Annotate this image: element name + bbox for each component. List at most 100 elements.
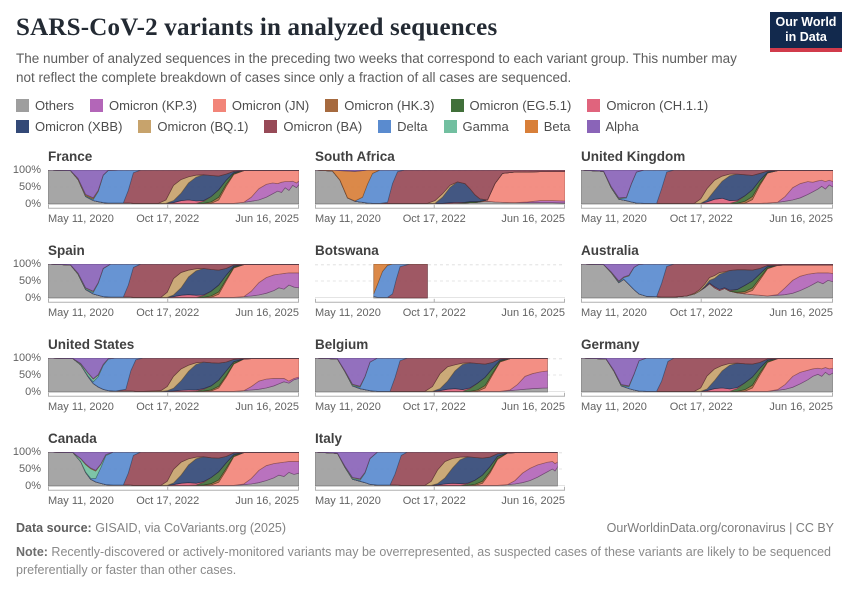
chart-country-title: Botswana <box>315 243 379 259</box>
area-delta <box>581 358 833 392</box>
area-alpha <box>48 358 299 380</box>
area-delta <box>48 452 299 486</box>
plot-area: May 11, 2020 Oct 17, 2022 Jun 16, 2025 <box>48 170 299 226</box>
area-ba <box>581 358 833 392</box>
chart-cell-spain: Spain 100% 50% 0% May 11, 2020 Oct 17, 2022… <box>13 243 299 320</box>
legend-item-ch11: Omicron (CH.1.1) <box>587 98 708 113</box>
chart-canvas-france <box>48 170 299 210</box>
legend-swatch-kp3 <box>90 99 104 113</box>
data-source: Data source: GISAID, via CoVariants.org … <box>16 521 286 535</box>
x-tick-label: Oct 17, 2022 <box>402 213 466 226</box>
x-tick-label: Jun 16, 2025 <box>235 495 299 508</box>
legend-swatch-alpha <box>586 120 600 134</box>
x-tick-label: Oct 17, 2022 <box>669 213 733 226</box>
area-ba <box>581 264 833 298</box>
plot-area: May 11, 2020 Oct 17, 2022 Jun 16, 2025 <box>581 264 833 320</box>
x-axis-labels: May 11, 2020 Oct 17, 2022 Jun 16, 2025 <box>48 213 299 226</box>
area-alpha <box>581 264 833 282</box>
x-axis-labels: May 11, 2020 Oct 17, 2022 Jun 16, 2025 <box>48 307 299 320</box>
area-alpha <box>581 170 833 199</box>
plot-area: May 11, 2020 Oct 17, 2022 Jun 16, 2025 <box>315 358 565 414</box>
x-tick-label: Oct 17, 2022 <box>669 401 733 414</box>
area-alpha <box>581 358 833 387</box>
chart-cell-botswana: Botswana May 11, 2020 Oct 17, 2022 Jun 16,… <box>315 243 565 320</box>
x-tick-label: Oct 17, 2022 <box>669 307 733 320</box>
x-tick-label: Jun 16, 2025 <box>501 213 565 226</box>
chart-country-title: Australia <box>581 243 639 259</box>
area-beta <box>315 170 565 202</box>
x-tick-label: May 11, 2020 <box>315 213 381 226</box>
owid-link[interactable]: OurWorldinData.org/coronavirus | CC BY <box>606 521 834 536</box>
legend-swatch-ch11 <box>587 99 601 113</box>
plot-area: May 11, 2020 Oct 17, 2022 Jun 16, 2025 <box>581 170 833 226</box>
x-tick-label: May 11, 2020 <box>315 495 381 508</box>
x-tick-label: May 11, 2020 <box>581 307 647 320</box>
legend-label: Gamma <box>462 119 509 135</box>
area-delta <box>581 264 833 298</box>
plot-area: May 11, 2020 Oct 17, 2022 Jun 16, 2025 <box>581 358 833 414</box>
legend-swatch-gamma <box>443 120 457 134</box>
x-tick-label: May 11, 2020 <box>48 213 114 226</box>
plot-area: May 11, 2020 Oct 17, 2022 Jun 16, 2025 <box>48 452 299 508</box>
legend-label: Omicron (XBB) <box>35 119 123 135</box>
x-tick-label: May 11, 2020 <box>315 307 381 320</box>
legend-label: Omicron (CH.1.1) <box>606 98 709 114</box>
legend-item-jn: Omicron (JN) <box>212 98 309 113</box>
x-tick-label: May 11, 2020 <box>48 307 114 320</box>
chart-canvas-south-africa <box>315 170 565 210</box>
legend-label: Omicron (BQ.1) <box>157 119 249 135</box>
area-delta <box>315 452 558 486</box>
area-alpha <box>48 452 299 472</box>
x-tick-label: May 11, 2020 <box>315 401 381 414</box>
x-tick-label: May 11, 2020 <box>48 495 114 508</box>
chart-canvas-italy <box>315 452 565 492</box>
chart-country-title: Spain <box>48 243 85 259</box>
owid-logo-line1: Our World <box>775 15 837 29</box>
legend-item-xbb: Omicron (XBB) <box>16 119 122 134</box>
chart-canvas-spain <box>48 264 299 304</box>
legend-swatch-ba <box>264 120 278 134</box>
chart-cell-belgium: Belgium May 11, 2020 Oct 17, 2022 Jun 16, … <box>315 337 565 414</box>
footer: Data source: GISAID, via CoVariants.org … <box>0 508 850 579</box>
area-delta <box>315 358 548 392</box>
chart-cell-france: France 100% 50% 0% May 11, 2020 Oct 17, 202… <box>12 149 299 226</box>
legend-label: Alpha <box>605 119 639 135</box>
chart-canvas-germany <box>581 358 833 398</box>
page-subtitle: The number of analyzed sequences in the … <box>16 51 737 86</box>
chart-cell-united-states: United States 100% 50% 0% May 11, 2020 Oct … <box>13 337 299 414</box>
plot-area: May 11, 2020 Oct 17, 2022 Jun 16, 2025 <box>315 452 565 508</box>
chart-canvas-botswana <box>315 264 565 304</box>
legend-swatch-jn <box>212 99 226 113</box>
area-delta <box>48 264 299 298</box>
chart-country-title: Italy <box>315 431 343 447</box>
chart-canvas-australia <box>581 264 833 304</box>
chart-canvas-united-kingdom <box>581 170 833 210</box>
chart-country-title: Belgium <box>315 337 369 353</box>
page-title: SARS-CoV-2 variants in analyzed sequence… <box>16 14 498 41</box>
legend-item-ba: Omicron (BA) <box>264 119 362 134</box>
y-tick-label: 100% <box>12 164 41 177</box>
chart-cell-south-africa: South Africa May 11, 2020 Oct 17, 2022 Jun… <box>315 149 565 226</box>
area-delta <box>48 358 299 392</box>
plot-area: May 11, 2020 Oct 17, 2022 Jun 16, 2025 <box>315 170 565 226</box>
y-tick-label: 50% <box>18 275 41 288</box>
note-label: Note: <box>16 545 48 560</box>
x-tick-label: Oct 17, 2022 <box>136 307 200 320</box>
owid-logo-line2: in Data <box>785 30 827 44</box>
x-tick-label: Oct 17, 2022 <box>136 401 200 414</box>
x-tick-label: Oct 17, 2022 <box>402 401 466 414</box>
x-axis-labels: May 11, 2020 Oct 17, 2022 Jun 16, 2025 <box>581 307 833 320</box>
plot-area: May 11, 2020 Oct 17, 2022 Jun 16, 2025 <box>48 358 299 414</box>
legend-label: Omicron (BA) <box>283 119 363 135</box>
owid-logo: Our World in Data <box>770 12 842 52</box>
legend-swatch-hk3 <box>325 99 339 113</box>
area-ba <box>581 170 833 204</box>
legend-row-2: Omicron (XBB) Omicron (BQ.1) Omicron (BA) D… <box>16 119 834 134</box>
legend-row-1: Others Omicron (KP.3) Omicron (JN) Omicron … <box>16 98 834 113</box>
charts-grid: France 100% 50% 0% May 11, 2020 Oct 17, 202… <box>0 140 850 508</box>
y-tick-label: 50% <box>18 463 41 476</box>
area-alpha <box>315 452 558 480</box>
area-delta <box>315 170 565 204</box>
legend-item-beta: Beta <box>524 119 571 134</box>
